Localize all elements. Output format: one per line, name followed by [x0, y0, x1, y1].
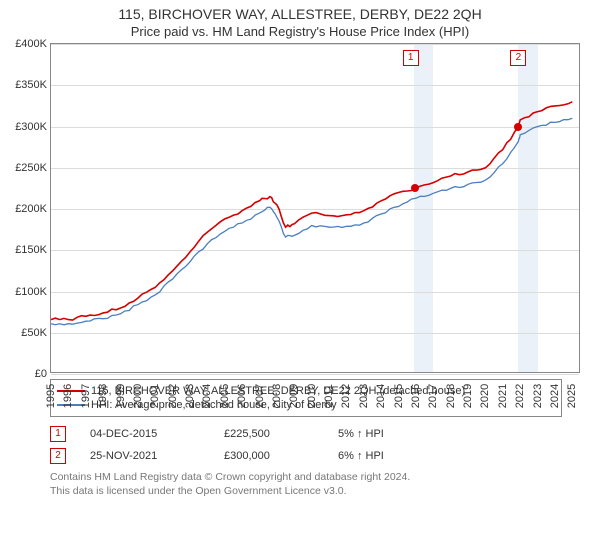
page-subtitle: Price paid vs. HM Land Registry's House …: [0, 22, 600, 43]
y-axis-label: £150K: [15, 244, 51, 256]
chart-gridline: [51, 374, 579, 375]
event-delta: 6% ↑ HPI: [338, 450, 384, 462]
series-property: [51, 102, 572, 320]
event-price: £225,500: [224, 428, 314, 440]
x-axis-label: 2020: [479, 384, 491, 408]
x-axis-label: 2006: [236, 384, 248, 408]
x-axis-label: 2018: [445, 384, 457, 408]
y-axis-label: £50K: [21, 327, 51, 339]
x-axis-label: 2002: [167, 384, 179, 408]
x-axis-label: 2013: [358, 384, 370, 408]
x-axis-label: 2001: [149, 384, 161, 408]
chart: £0£50K£100K£150K£200K£250K£300K£350K£400…: [50, 43, 590, 373]
footer: Contains HM Land Registry data © Crown c…: [50, 471, 562, 498]
x-axis-label: 2021: [497, 384, 509, 408]
x-axis-label: 2014: [375, 384, 387, 408]
event-row: 2 25-NOV-2021 £300,000 6% ↑ HPI: [50, 445, 562, 467]
x-axis-label: 2008: [271, 384, 283, 408]
x-axis-label: 2010: [306, 384, 318, 408]
x-axis-label: 1997: [80, 384, 92, 408]
x-axis-label: 2023: [532, 384, 544, 408]
x-axis-label: 2000: [132, 384, 144, 408]
x-axis-label: 1998: [97, 384, 109, 408]
x-axis-label: 2003: [184, 384, 196, 408]
x-axis-label: 2019: [462, 384, 474, 408]
y-axis-label: £350K: [15, 79, 51, 91]
x-axis-label: 2015: [393, 384, 405, 408]
marker-badge: 1: [403, 50, 419, 66]
x-axis-label: 2022: [514, 384, 526, 408]
event-date: 25-NOV-2021: [90, 450, 200, 462]
x-axis-label: 2016: [410, 384, 422, 408]
event-badge: 2: [50, 448, 66, 464]
x-axis-label: 2004: [201, 384, 213, 408]
x-axis-label: 2007: [254, 384, 266, 408]
event-delta: 5% ↑ HPI: [338, 428, 384, 440]
x-axis-label: 2005: [219, 384, 231, 408]
y-axis-label: £200K: [15, 203, 51, 215]
event-row: 1 04-DEC-2015 £225,500 5% ↑ HPI: [50, 423, 562, 445]
marker-dot: [514, 123, 522, 131]
x-axis-label: 1995: [45, 384, 57, 408]
marker-dot: [411, 184, 419, 192]
marker-badge: 2: [510, 50, 526, 66]
y-axis-label: £250K: [15, 162, 51, 174]
x-axis-label: 2024: [549, 384, 561, 408]
y-axis-label: £0: [35, 368, 51, 380]
events-table: 1 04-DEC-2015 £225,500 5% ↑ HPI 2 25-NOV-2021…: [50, 423, 562, 467]
x-axis-label: 2011: [323, 384, 335, 408]
chart-plot-area: £0£50K£100K£150K£200K£250K£300K£350K£400…: [50, 43, 580, 373]
event-price: £300,000: [224, 450, 314, 462]
x-axis-label: 1999: [115, 384, 127, 408]
page-title: 115, BIRCHOVER WAY, ALLESTREE, DERBY, DE…: [0, 0, 600, 22]
x-axis-label: 2009: [288, 384, 300, 408]
event-date: 04-DEC-2015: [90, 428, 200, 440]
x-axis-label: 1996: [62, 384, 74, 408]
footer-line-2: This data is licensed under the Open Gov…: [50, 485, 562, 499]
y-axis-label: £100K: [15, 286, 51, 298]
y-axis-label: £300K: [15, 121, 51, 133]
y-axis-label: £400K: [15, 38, 51, 50]
x-axis-label: 2025: [566, 384, 578, 408]
x-axis-label: 2012: [340, 384, 352, 408]
event-badge: 1: [50, 426, 66, 442]
x-axis-label: 2017: [427, 384, 439, 408]
series-hpi: [51, 118, 572, 324]
footer-line-1: Contains HM Land Registry data © Crown c…: [50, 471, 562, 485]
chart-svg: [51, 44, 581, 374]
